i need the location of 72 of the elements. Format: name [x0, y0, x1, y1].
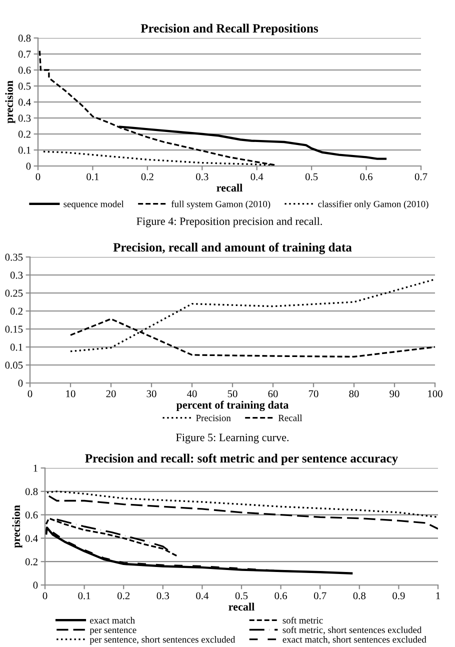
- x-tick-label: 0.9: [392, 592, 405, 600]
- y-tick-label: 0.2: [10, 308, 22, 315]
- legend-label: classifier only Gamon (2010): [318, 200, 428, 210]
- caption: Figure 5: Learning curve.: [176, 434, 289, 444]
- x-tick-label: 0.2: [141, 173, 154, 180]
- y-tick-label: 0: [18, 380, 23, 387]
- x-tick-label: 0.8: [353, 592, 366, 600]
- x-tick-label: 0.3: [196, 173, 208, 180]
- x-tick-label: 0.5: [235, 592, 248, 600]
- y-tick-label: 0.05: [5, 362, 23, 369]
- chart-title: Precision, recall and amount of training data: [113, 242, 352, 254]
- x-tick-label: 40: [186, 390, 197, 398]
- legend-label: Precision: [196, 414, 231, 422]
- y-tick-label: 0.3: [10, 272, 23, 279]
- y-tick-label: 1: [34, 464, 38, 472]
- y-tick-label: 0.6: [25, 511, 38, 519]
- legend-label: Recall: [278, 414, 302, 422]
- y-tick-label: 0.4: [18, 98, 31, 106]
- y-tick-label: 0: [26, 162, 31, 170]
- y-tick-label: 0.2: [25, 558, 38, 566]
- y-tick-label: 0.1: [10, 344, 22, 351]
- y-tick-label: 0.35: [5, 254, 23, 261]
- y-tick-label: 0.8: [18, 34, 31, 42]
- y-tick-label: 0.25: [5, 290, 23, 297]
- x-tick-label: 0.5: [305, 173, 318, 180]
- x-tick-label: 0.4: [250, 173, 264, 180]
- x-axis-title: recall: [216, 184, 242, 192]
- x-tick-label: 0.1: [78, 592, 90, 600]
- legend-label: sequence model: [64, 200, 124, 210]
- x-tick-label: 0.1: [86, 173, 99, 180]
- y-axis-title: precision: [5, 80, 16, 124]
- x-tick-label: 0.6: [360, 173, 372, 180]
- y-tick-label: 0.4: [25, 534, 38, 542]
- legend-label: exact match: [90, 616, 135, 624]
- chart-title: Precision and Recall Prepositions: [140, 24, 318, 36]
- y-tick-label: 0: [33, 582, 38, 589]
- x-tick-label: 80: [349, 390, 359, 398]
- x-tick-label: 20: [106, 390, 116, 398]
- x-tick-label: 0.6: [274, 592, 287, 600]
- legend-label: soft metric: [282, 616, 323, 624]
- legend-label: exact match, short sentences excluded: [282, 636, 426, 644]
- x-axis-title: percent of training data: [176, 400, 289, 412]
- y-axis-title: precision: [12, 505, 22, 548]
- x-tick-label: 30: [146, 390, 156, 398]
- caption: Figure 4: Preposition precision and recall.: [136, 217, 322, 228]
- x-tick-label: 0: [42, 592, 48, 600]
- x-tick-label: 70: [308, 390, 318, 398]
- x-tick-label: 10: [66, 390, 76, 398]
- y-tick-label: 0.15: [5, 326, 23, 333]
- legend-label: soft metric, short sentences excluded: [282, 626, 422, 634]
- chart-title: Precision and recall: soft metric and per sentence accuracy: [85, 454, 398, 466]
- y-tick-label: 0.2: [18, 130, 30, 138]
- x-tick-label: 0.2: [117, 592, 130, 600]
- x-tick-label: 100: [428, 390, 442, 398]
- x-tick-label: 0.7: [414, 173, 428, 180]
- y-tick-label: 0.5: [18, 82, 31, 90]
- x-tick-label: 0.3: [156, 592, 170, 600]
- y-tick-label: 0.7: [18, 50, 31, 58]
- x-tick-label: 90: [390, 390, 400, 398]
- x-tick-label: 0.4: [196, 592, 209, 600]
- x-tick-label: 0.7: [314, 592, 326, 600]
- x-tick-label: 1: [436, 592, 440, 600]
- legend-label: per sentence: [90, 628, 136, 636]
- y-tick-label: 0.1: [18, 146, 30, 154]
- y-tick-label: 0.6: [18, 66, 31, 74]
- x-tick-label: 60: [268, 390, 278, 398]
- legend-label: per sentence, short sentences excluded: [90, 636, 236, 645]
- x-axis-title: recall: [228, 602, 254, 611]
- x-tick-label: 50: [228, 390, 238, 398]
- legend-label: full system Gamon (2010): [171, 200, 270, 210]
- y-tick-label: 0.3: [18, 114, 31, 122]
- y-tick-label: 0.8: [25, 488, 38, 496]
